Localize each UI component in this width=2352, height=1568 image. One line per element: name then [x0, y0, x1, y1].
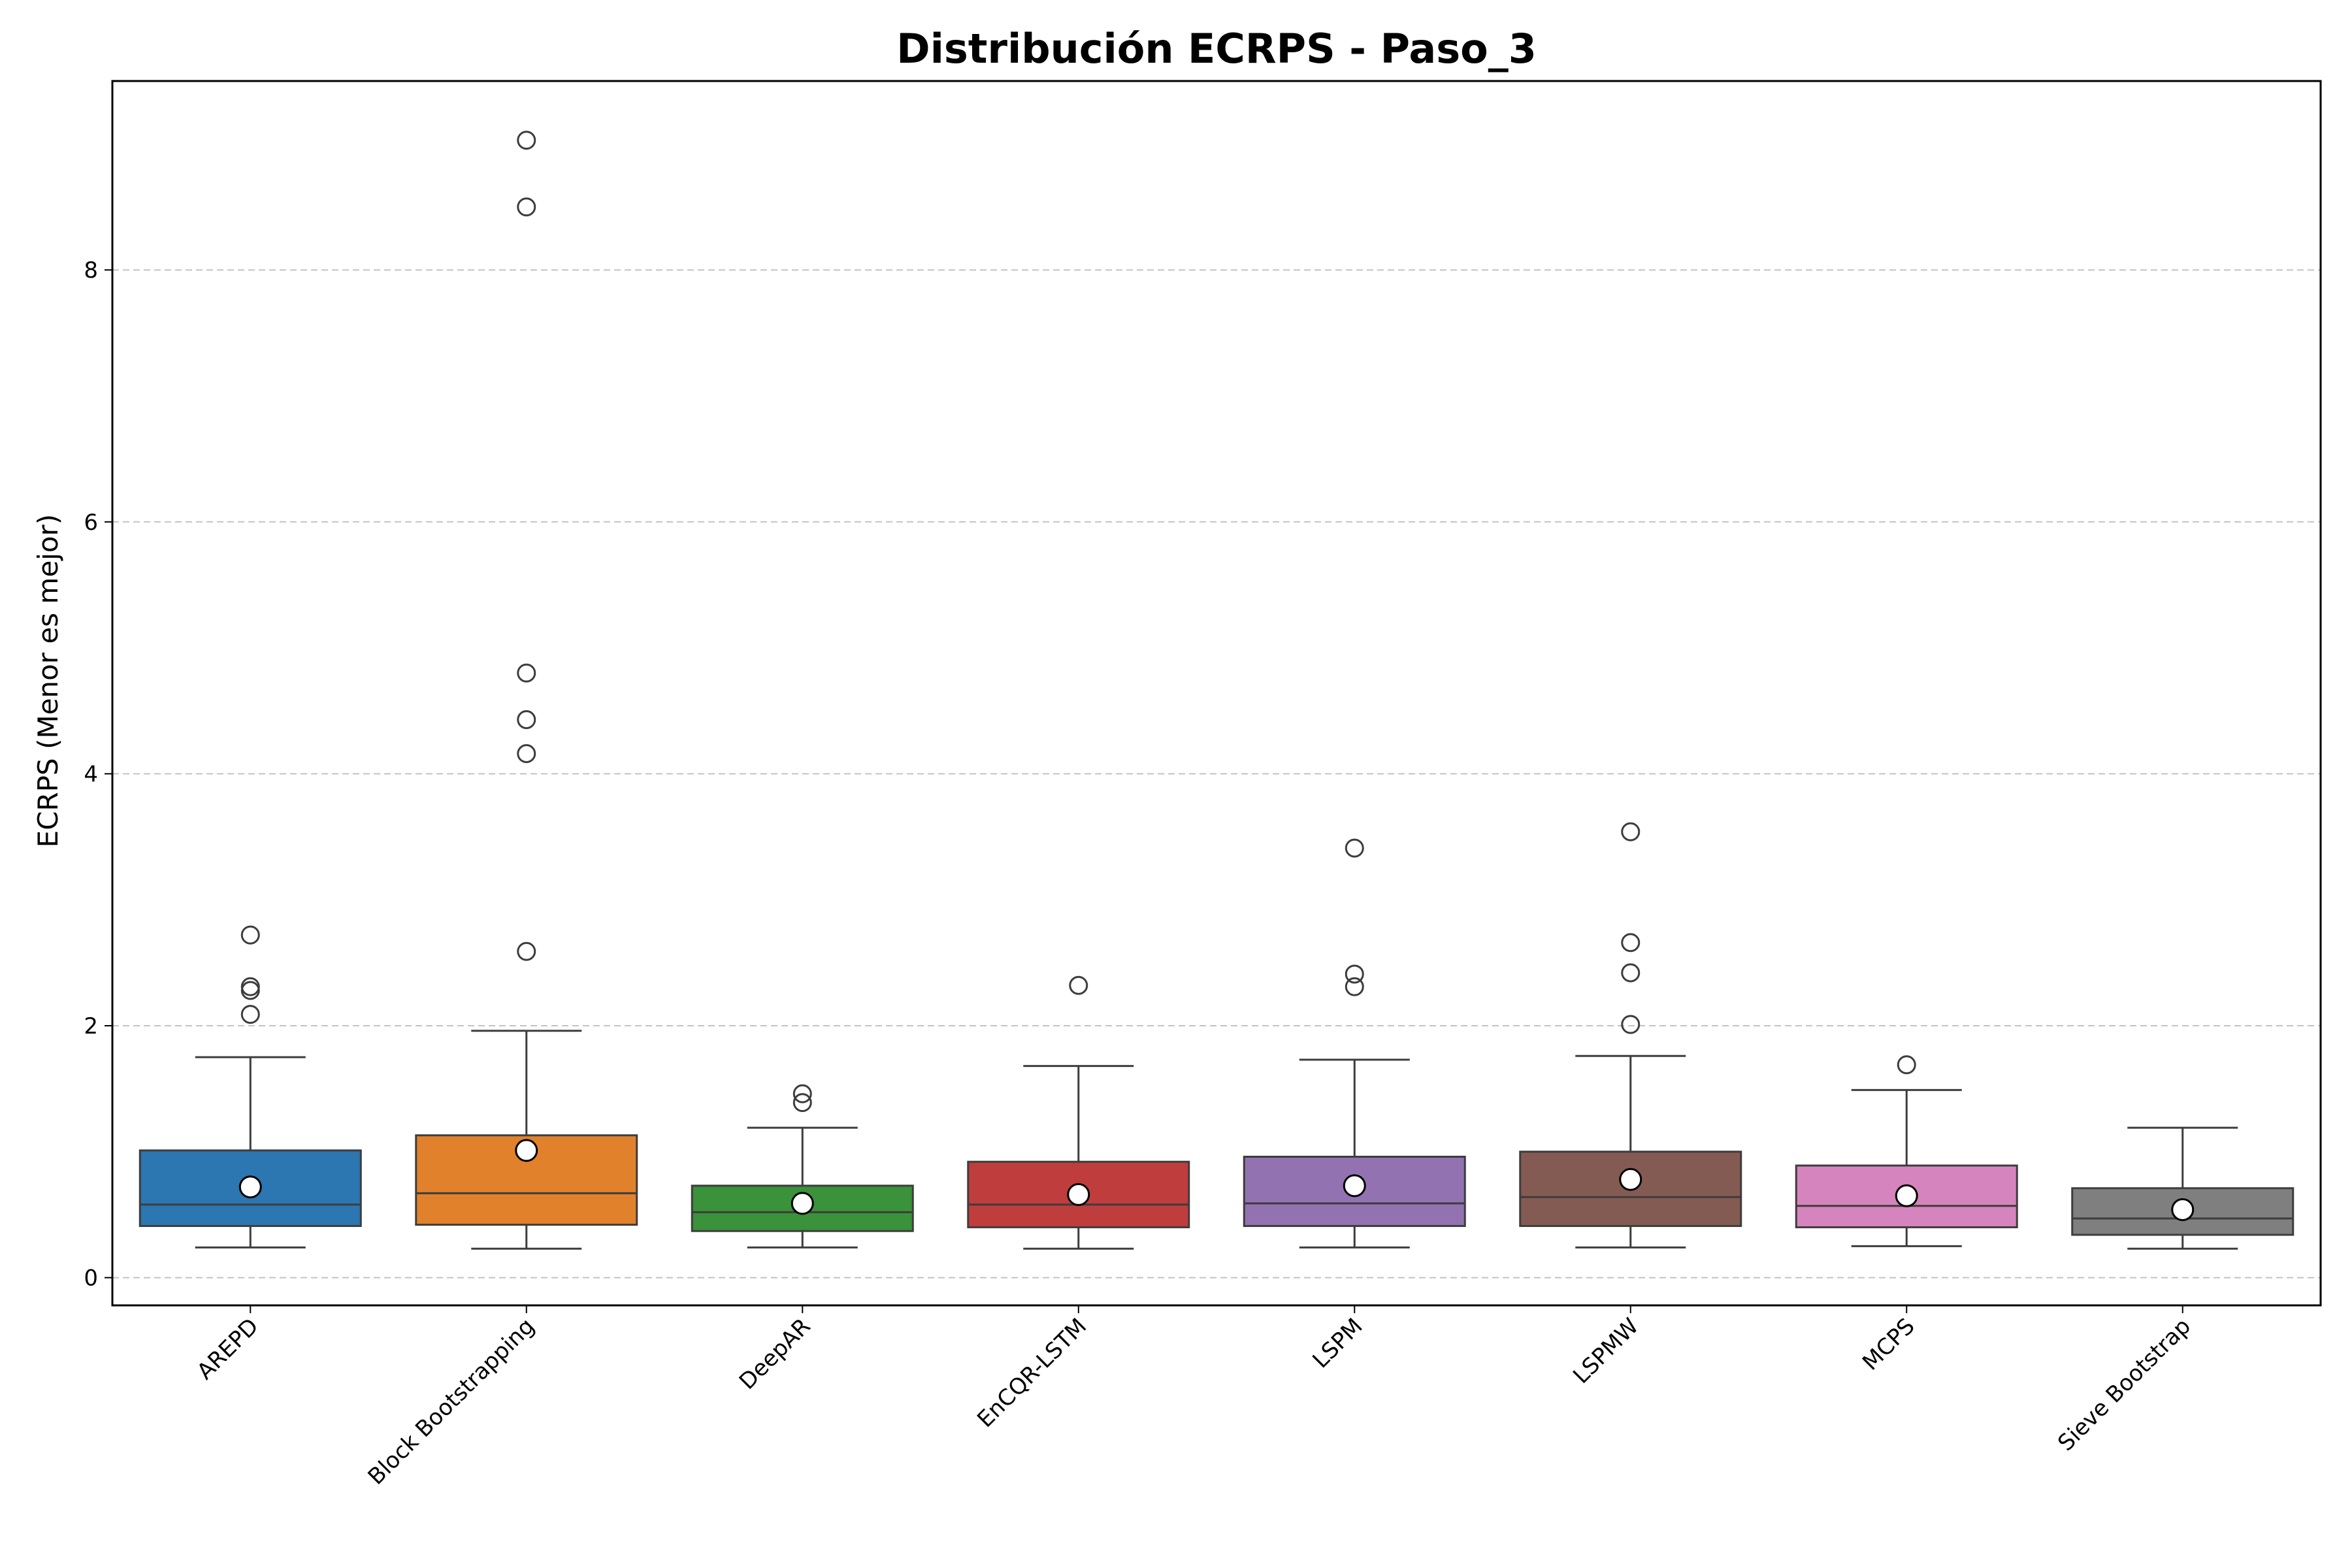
box-group — [1795, 1055, 2018, 1247]
mean-marker — [1067, 1183, 1090, 1206]
outlier-point — [517, 710, 536, 729]
mean-marker — [2171, 1198, 2195, 1221]
box-iqr — [1795, 1164, 2018, 1228]
outlier-point — [240, 925, 260, 945]
y-tick-label: 4 — [84, 761, 98, 787]
outlier-point — [1621, 822, 1641, 841]
chart-title: Distribución ECRPS - Paso_3 — [896, 25, 1537, 73]
x-tick-label: Block Bootstrapping — [363, 1313, 540, 1490]
outlier-point — [240, 977, 260, 996]
x-tick-label: Sieve Bootstrap — [2053, 1313, 2196, 1456]
x-tick-label: EnCQR-LSTM — [972, 1313, 1092, 1433]
box-group — [139, 925, 362, 1249]
x-tick-label: AREPD — [192, 1313, 264, 1385]
mean-marker — [238, 1175, 262, 1199]
x-tick-label: LSPMW — [1568, 1313, 1644, 1389]
outlier-point — [792, 1093, 812, 1113]
outlier-point — [1345, 838, 1364, 858]
box-group — [1243, 838, 1466, 1249]
y-tick-label: 2 — [84, 1013, 98, 1039]
box-group — [967, 975, 1190, 1250]
box-group — [691, 1084, 914, 1249]
outlier-point — [1621, 933, 1641, 953]
mean-marker — [1343, 1174, 1366, 1198]
y-tick-label: 0 — [84, 1266, 98, 1292]
boxes — [139, 131, 2295, 1250]
outlier-point — [240, 1005, 260, 1024]
box-group — [1519, 822, 1742, 1249]
axes: 0 2 4 6 8 AREPD Block Bootstrapping DeepAR EnCQR… — [84, 80, 2322, 1490]
outlier-point — [517, 744, 536, 764]
box-group — [2071, 1126, 2295, 1250]
outlier-point — [1621, 963, 1641, 983]
y-axis-label: ECRPS (Menor es mejor) — [32, 514, 64, 848]
outlier-point — [517, 131, 536, 150]
x-tick-label: LSPM — [1307, 1313, 1367, 1373]
y-tick-label: 6 — [84, 510, 98, 536]
x-tick-label: DeepAR — [734, 1313, 816, 1395]
outlier-point — [240, 981, 260, 1000]
y-tick-label: 8 — [84, 257, 98, 284]
outlier-point — [517, 663, 536, 683]
mean-marker — [791, 1192, 814, 1215]
box-iqr — [139, 1149, 362, 1228]
outlier-point — [1069, 975, 1088, 995]
plot-frame — [111, 80, 2322, 1307]
outlier-point — [792, 1084, 812, 1103]
outlier-point — [1897, 1055, 1916, 1075]
mean-marker — [1895, 1184, 1918, 1207]
outlier-point — [1345, 977, 1364, 996]
grid-lines — [112, 269, 2321, 1279]
box-group — [415, 131, 638, 1250]
x-tick-label: MCPS — [1857, 1313, 1920, 1376]
outlier-point — [1345, 964, 1364, 984]
mean-marker — [515, 1139, 538, 1162]
mean-marker — [1619, 1168, 1642, 1191]
outlier-point — [517, 197, 536, 217]
outlier-point — [517, 941, 536, 961]
outlier-point — [1621, 1015, 1641, 1034]
